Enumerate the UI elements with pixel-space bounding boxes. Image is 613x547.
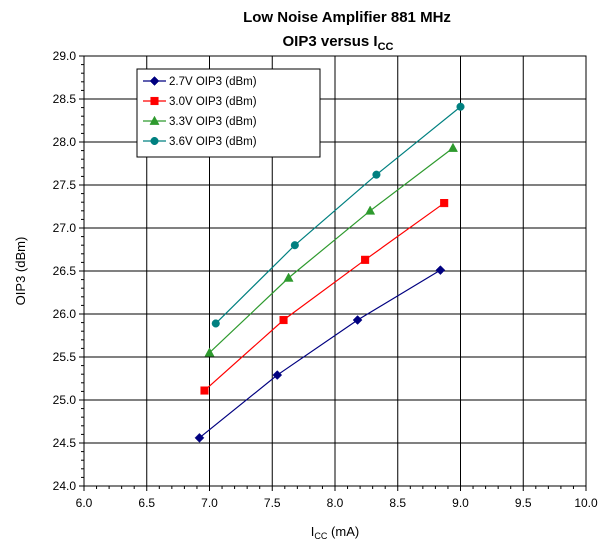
- chart-title-line1: Low Noise Amplifier 881 MHz: [243, 9, 451, 26]
- data-point: [456, 102, 465, 111]
- y-tick-label: 26.5: [53, 264, 77, 278]
- x-axis-label: ICC (mA): [311, 524, 359, 541]
- grid: [84, 56, 586, 486]
- x-tick-label: 9.5: [515, 496, 532, 510]
- data-point: [352, 315, 363, 325]
- legend-marker: [150, 136, 159, 146]
- series-line: [204, 202, 445, 391]
- data-point: [290, 241, 299, 250]
- ticks: 6.0 6.5 7.0 7.5 8.0 8.5 9.0 9.5 10.0 24.0 24.5 25.0…: [53, 49, 598, 510]
- legend-item: 3.3V OIP3 (dBm): [143, 115, 257, 128]
- y-tick-label: 25.5: [53, 350, 77, 364]
- series-line: [209, 147, 454, 354]
- data-point: [361, 255, 370, 264]
- legend-label: 3.6V OIP3 (dBm): [169, 136, 257, 148]
- legend-marker: [150, 96, 159, 106]
- data-point: [200, 386, 209, 395]
- y-tick-label: 25.0: [53, 393, 77, 407]
- y-tick-label: 27.5: [53, 178, 77, 192]
- data-point: [372, 170, 381, 179]
- x-tick-label: 10.0: [574, 496, 598, 510]
- series-4: [211, 102, 465, 328]
- series-1: [194, 265, 446, 443]
- data-point: [283, 272, 294, 282]
- x-axis-label-sub: CC: [314, 531, 327, 541]
- series-3: [204, 142, 458, 357]
- data-point: [365, 205, 376, 215]
- legend-label: 3.3V OIP3 (dBm): [169, 116, 257, 128]
- legend-item: 3.0V OIP3 (dBm): [143, 96, 257, 108]
- chart-title-line2-main: OIP3 versus I: [283, 33, 378, 50]
- series-line: [215, 106, 461, 324]
- data-point: [204, 347, 215, 357]
- legend-box: [136, 68, 321, 158]
- y-tick-label: 28.0: [53, 135, 77, 149]
- legend-item: 2.7V OIP3 (dBm): [143, 76, 257, 88]
- x-tick-label: 8.0: [327, 496, 344, 510]
- y-tick-label: 29.0: [53, 49, 77, 63]
- data-point: [211, 319, 220, 328]
- x-axis-label-suffix: (mA): [327, 524, 359, 539]
- x-tick-label: 9.0: [452, 496, 469, 510]
- x-axis-label-main: I: [311, 524, 315, 539]
- legend: 2.7V OIP3 (dBm) 3.0V OIP3 (dBm) 3.3V OIP3 …: [136, 68, 321, 158]
- legend-marker: [149, 115, 160, 125]
- data-point: [279, 315, 288, 325]
- y-tick-label: 26.0: [53, 307, 77, 321]
- x-tick-label: 7.5: [264, 496, 281, 510]
- legend-label: 3.0V OIP3 (dBm): [169, 96, 257, 108]
- legend-label: 2.7V OIP3 (dBm): [169, 76, 257, 88]
- y-tick-label: 27.0: [53, 221, 77, 235]
- chart-title-line2-sub: CC: [378, 41, 394, 53]
- series-line: [199, 269, 441, 439]
- y-tick-label: 24.0: [53, 479, 77, 493]
- data-point: [272, 370, 283, 380]
- y-tick-label: 28.5: [53, 92, 77, 106]
- x-tick-label: 6.5: [138, 496, 155, 510]
- x-tick-label: 7.0: [201, 496, 218, 510]
- x-tick-label: 6.0: [76, 496, 93, 510]
- series: [194, 102, 465, 443]
- legend-marker: [149, 76, 160, 86]
- series-2: [200, 199, 449, 395]
- data-point: [447, 142, 458, 152]
- chart-title-line2: OIP3 versus ICC: [283, 33, 394, 53]
- x-tick-label: 8.5: [389, 496, 406, 510]
- y-axis-label: OIP3 (dBm): [13, 237, 28, 306]
- data-point: [435, 265, 446, 275]
- legend-item: 3.6V OIP3 (dBm): [143, 136, 257, 148]
- y-tick-label: 24.5: [53, 436, 77, 450]
- data-point: [194, 432, 205, 443]
- data-point: [440, 199, 449, 208]
